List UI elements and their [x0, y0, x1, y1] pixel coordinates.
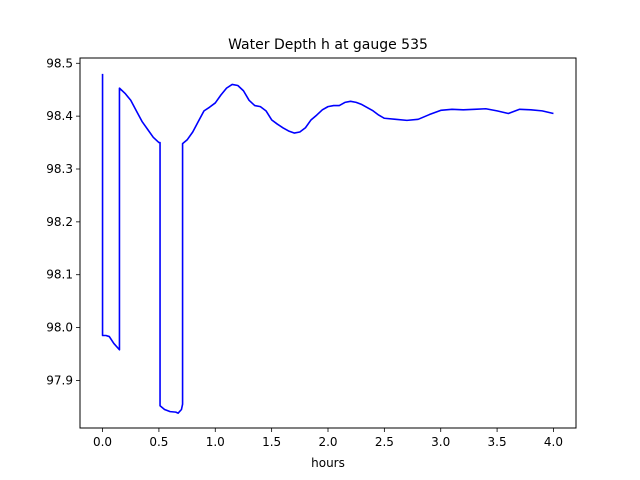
x-tick-label: 0.0: [93, 435, 112, 449]
x-tick-label: 4.0: [544, 435, 563, 449]
x-tick-label: 2.5: [375, 435, 394, 449]
y-tick-label: 98.1: [46, 268, 73, 282]
x-tick-label: 3.5: [488, 435, 507, 449]
y-tick-label: 98.0: [46, 321, 73, 335]
y-tick-label: 98.5: [46, 56, 73, 70]
chart-title: Water Depth h at gauge 535: [228, 37, 428, 53]
x-tick-label: 0.5: [149, 435, 168, 449]
y-tick-label: 98.2: [46, 215, 73, 229]
y-tick-label: 97.9: [46, 373, 73, 387]
y-axis: 97.9 98.0 98.1 98.2 98.3 98.4 98.5: [46, 56, 80, 387]
x-tick-label: 1.0: [206, 435, 225, 449]
x-tick-label: 2.0: [318, 435, 337, 449]
y-tick-label: 98.4: [46, 109, 73, 123]
y-tick-label: 98.3: [46, 162, 73, 176]
plot-area: [79, 57, 577, 429]
x-axis-title: hours: [311, 456, 345, 470]
series-line: [101, 73, 554, 414]
plot-frame: [79, 57, 577, 429]
x-axis: 0.0 0.5 1.0 1.5 2.0 2.5 3.0 3.5 4.0: [93, 428, 563, 449]
x-tick-label: 1.5: [262, 435, 281, 449]
x-tick-label: 3.0: [431, 435, 450, 449]
